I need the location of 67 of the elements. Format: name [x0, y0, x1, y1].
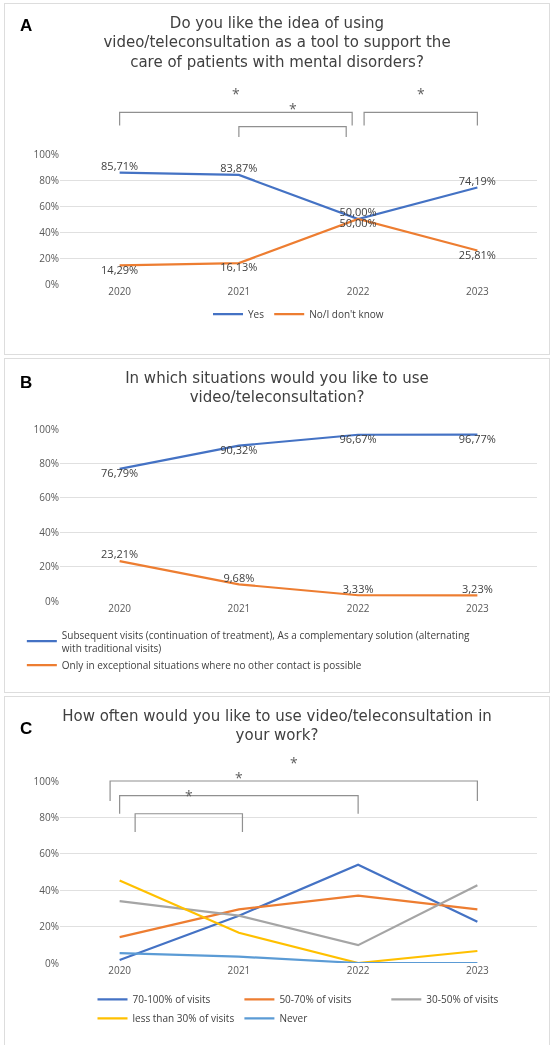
x-tick-label: 2023: [465, 284, 490, 298]
y-tick-label: 40%: [39, 882, 59, 897]
annotation: *: [235, 768, 243, 787]
text: *: [232, 84, 240, 103]
data-label: 9,68%: [223, 569, 255, 585]
line-series: [118, 863, 479, 962]
data-label: 85,71%: [101, 157, 139, 173]
legend-label: Never: [279, 1011, 308, 1026]
legend-label: 70-100% of visits: [132, 992, 211, 1007]
y-tick-label: 80%: [39, 172, 59, 187]
data-label: 3,23%: [461, 580, 493, 596]
line-series: [118, 884, 479, 947]
x-tick-label: 2023: [465, 601, 490, 615]
x-tick-label: 2020: [108, 601, 132, 615]
x-tick-label: 2021: [227, 284, 251, 298]
y-tick-label: 80%: [39, 455, 59, 470]
text: A: [20, 16, 33, 35]
x-tick-label: 2022: [346, 284, 370, 298]
y-tick-label: 20%: [39, 919, 59, 934]
data-label: 74,19%: [458, 172, 496, 188]
data-label: 83,87%: [220, 160, 258, 176]
y-tick-label: 0%: [45, 276, 59, 291]
y-tick-label: 100%: [33, 421, 59, 436]
y-tick-label: 20%: [39, 250, 59, 265]
x-tick-label: 2022: [346, 963, 370, 977]
y-tick-label: 80%: [39, 809, 59, 824]
data-label: 96,67%: [339, 430, 377, 446]
text: *: [289, 99, 297, 118]
chart-title: Do you like the idea of using video/teleconsultation as a tool to support the care of patients with mental disorders?: [103, 13, 451, 71]
chart-title: How often would you like to use video/teleconsultation in your work?: [62, 706, 492, 745]
legend-label: less than 30% of visits: [132, 1011, 235, 1026]
line-series: [118, 879, 479, 963]
y-tick-label: 20%: [39, 559, 59, 574]
y-tick-label: 60%: [39, 198, 59, 213]
x-tick-label: 2023: [465, 963, 490, 977]
data-label: 3,33%: [342, 580, 374, 596]
y-tick-label: 40%: [39, 224, 59, 239]
x-tick-label: 2020: [108, 284, 132, 298]
x-tick-label: 2022: [346, 601, 370, 615]
x-tick-label: 2021: [227, 963, 251, 977]
text: C: [20, 719, 33, 738]
data-label: 14,29%: [101, 261, 139, 277]
legend-label: Subsequent visits (continuation of treatment), As a complementary solution (alternating with traditional visits): [61, 627, 471, 655]
x-tick-label: 2020: [108, 963, 132, 977]
y-tick-label: 0%: [45, 955, 59, 970]
text: B: [20, 373, 33, 392]
data-label: 96,77%: [458, 430, 496, 446]
legend-label: Only in exceptional situations where no other contact is possible: [61, 658, 362, 673]
legend-label: Yes: [248, 307, 265, 321]
data-label: 76,79%: [101, 465, 139, 481]
text: *: [417, 84, 425, 103]
data-label: 16,13%: [220, 259, 258, 275]
x-tick-label: 2021: [227, 601, 251, 615]
data-label: 23,21%: [101, 546, 139, 562]
y-tick-label: 40%: [39, 524, 59, 539]
data-label: 90,32%: [220, 441, 258, 457]
y-tick-label: 0%: [45, 593, 59, 608]
y-tick-label: 100%: [33, 773, 59, 788]
y-tick-label: 60%: [39, 490, 59, 505]
y-tick-label: 100%: [33, 146, 59, 161]
chart-title: In which situations would you like to use video/teleconsultation?: [125, 368, 429, 407]
legend-label: 50-70% of visits: [279, 992, 352, 1007]
legend-label: No/I don't know: [309, 307, 384, 321]
legend-label: 30-50% of visits: [426, 992, 499, 1007]
y-tick-label: 60%: [39, 846, 59, 861]
text: *: [290, 753, 298, 772]
data-label: 25,81%: [458, 246, 496, 262]
